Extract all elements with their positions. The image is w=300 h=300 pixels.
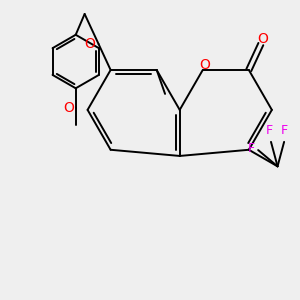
Text: O: O	[258, 32, 268, 46]
Text: O: O	[63, 101, 74, 115]
Text: F: F	[280, 124, 288, 136]
Text: O: O	[85, 37, 96, 51]
Text: O: O	[200, 58, 211, 72]
Text: F: F	[248, 142, 255, 155]
Text: F: F	[266, 124, 273, 136]
